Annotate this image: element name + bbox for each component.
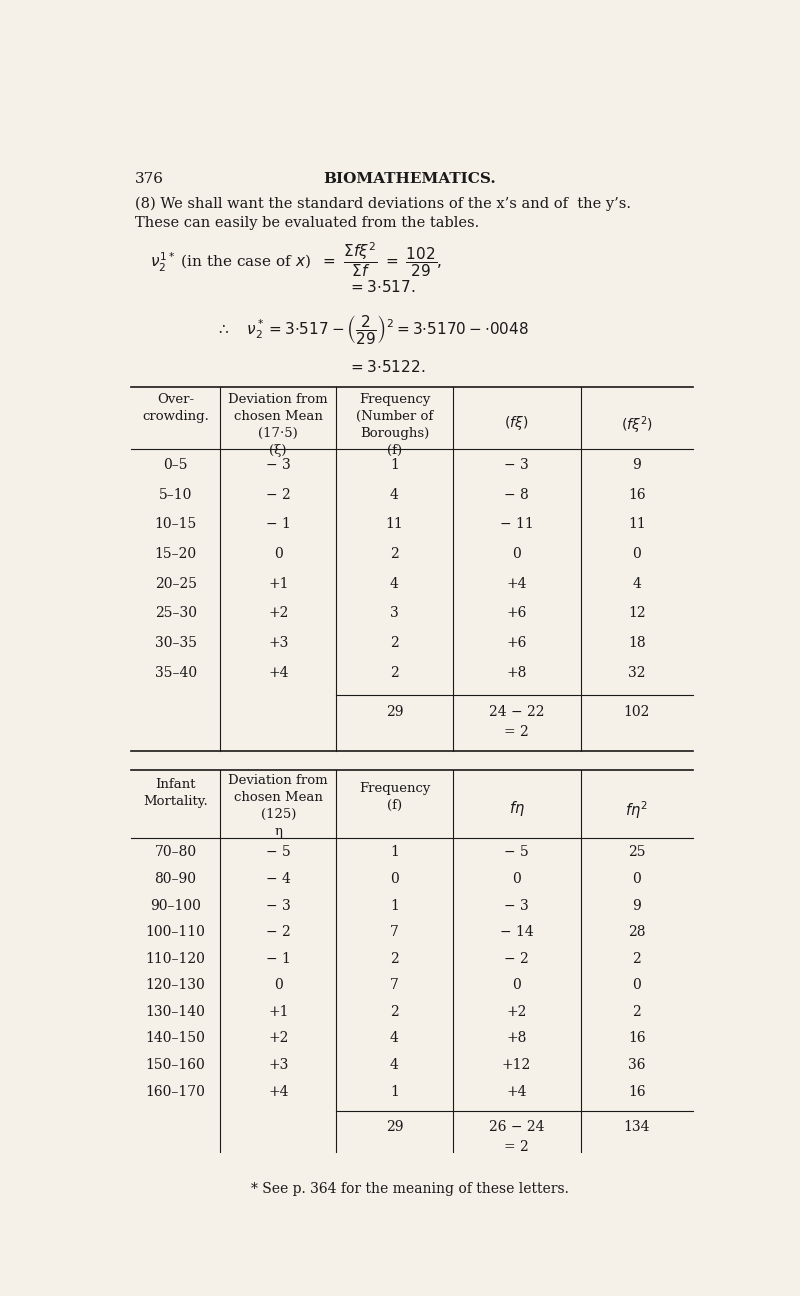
Text: 25–30: 25–30: [154, 607, 197, 621]
Text: 130–140: 130–140: [146, 1004, 206, 1019]
Text: 0: 0: [632, 978, 641, 993]
Text: +8: +8: [506, 666, 526, 679]
Text: Over-
crowding.: Over- crowding.: [142, 394, 209, 424]
Text: 2: 2: [632, 951, 641, 966]
Text: 80–90: 80–90: [154, 872, 197, 886]
Text: 29: 29: [386, 705, 403, 718]
Text: 32: 32: [628, 666, 646, 679]
Text: − 3: − 3: [266, 898, 290, 912]
Text: 9: 9: [632, 898, 641, 912]
Text: 102: 102: [623, 705, 650, 718]
Text: 1: 1: [390, 457, 399, 472]
Text: 20–25: 20–25: [154, 577, 197, 591]
Text: 24 − 22: 24 − 22: [489, 705, 544, 718]
Text: 7: 7: [390, 925, 399, 940]
Text: 0: 0: [632, 872, 641, 886]
Text: +2: +2: [506, 1004, 526, 1019]
Text: $= 3{\cdot}5122.$: $= 3{\cdot}5122.$: [348, 359, 426, 375]
Text: 11: 11: [628, 517, 646, 531]
Text: 26 − 24: 26 − 24: [489, 1120, 544, 1134]
Text: 15–20: 15–20: [154, 547, 197, 561]
Text: +8: +8: [506, 1032, 526, 1046]
Text: 25: 25: [628, 845, 646, 859]
Text: $(f\xi^2)$: $(f\xi^2)$: [621, 415, 653, 435]
Text: +1: +1: [268, 1004, 289, 1019]
Text: 2: 2: [390, 666, 399, 679]
Text: +1: +1: [268, 577, 289, 591]
Text: 36: 36: [628, 1058, 646, 1072]
Text: − 2: − 2: [266, 925, 290, 940]
Text: BIOMATHEMATICS.: BIOMATHEMATICS.: [324, 171, 496, 185]
Text: $f\eta$: $f\eta$: [509, 800, 525, 818]
Text: − 3: − 3: [266, 457, 290, 472]
Text: 0: 0: [274, 547, 282, 561]
Text: $(f\xi)$: $(f\xi)$: [505, 415, 529, 433]
Text: − 5: − 5: [266, 845, 290, 859]
Text: +4: +4: [268, 1085, 289, 1099]
Text: 376: 376: [135, 171, 164, 185]
Text: 30–35: 30–35: [154, 636, 197, 651]
Text: 0: 0: [512, 978, 521, 993]
Text: +4: +4: [268, 666, 289, 679]
Text: +3: +3: [268, 636, 289, 651]
Text: 29: 29: [386, 1120, 403, 1134]
Text: 18: 18: [628, 636, 646, 651]
Text: − 2: − 2: [266, 487, 290, 502]
Text: 2: 2: [390, 547, 399, 561]
Text: = 2: = 2: [504, 1140, 529, 1155]
Text: 2: 2: [390, 636, 399, 651]
Text: 160–170: 160–170: [146, 1085, 206, 1099]
Text: $\nu_2^{1*}$ (in the case of $x$)  $=\ \dfrac{\Sigma f\xi^2}{\Sigma f}\ =\ \dfra: $\nu_2^{1*}$ (in the case of $x$) $=\ \d…: [150, 241, 442, 280]
Text: 1: 1: [390, 1085, 399, 1099]
Text: = 2: = 2: [504, 724, 529, 739]
Text: − 1: − 1: [266, 517, 290, 531]
Text: 9: 9: [632, 457, 641, 472]
Text: − 14: − 14: [500, 925, 534, 940]
Text: − 4: − 4: [266, 872, 290, 886]
Text: 0–5: 0–5: [163, 457, 188, 472]
Text: 2: 2: [632, 1004, 641, 1019]
Text: +4: +4: [506, 1085, 527, 1099]
Text: 110–120: 110–120: [146, 951, 206, 966]
Text: $f\eta^2$: $f\eta^2$: [626, 800, 648, 820]
Text: 4: 4: [390, 577, 399, 591]
Text: 140–150: 140–150: [146, 1032, 206, 1046]
Text: 10–15: 10–15: [154, 517, 197, 531]
Text: 1: 1: [390, 845, 399, 859]
Text: Deviation from
chosen Mean
(125)
η: Deviation from chosen Mean (125) η: [229, 774, 328, 837]
Text: 0: 0: [390, 872, 399, 886]
Text: − 2: − 2: [504, 951, 529, 966]
Text: +2: +2: [268, 607, 289, 621]
Text: 4: 4: [632, 577, 641, 591]
Text: 150–160: 150–160: [146, 1058, 206, 1072]
Text: − 11: − 11: [500, 517, 534, 531]
Text: − 3: − 3: [504, 457, 529, 472]
Text: Frequency
(f): Frequency (f): [359, 781, 430, 811]
Text: 100–110: 100–110: [146, 925, 206, 940]
Text: 35–40: 35–40: [154, 666, 197, 679]
Text: Infant
Mortality.: Infant Mortality.: [143, 778, 208, 807]
Text: +12: +12: [502, 1058, 531, 1072]
Text: 0: 0: [274, 978, 282, 993]
Text: $\therefore \quad \nu_2^* = 3{\cdot}517 - \left(\dfrac{2}{29}\right)^2 = 3{\cdot: $\therefore \quad \nu_2^* = 3{\cdot}517 …: [216, 312, 529, 346]
Text: 16: 16: [628, 1032, 646, 1046]
Text: * See p. 364 for the meaning of these letters.: * See p. 364 for the meaning of these le…: [251, 1182, 569, 1196]
Text: Deviation from
chosen Mean
(17·5)
(ξ): Deviation from chosen Mean (17·5) (ξ): [229, 394, 328, 457]
Text: 70–80: 70–80: [154, 845, 197, 859]
Text: 0: 0: [512, 547, 521, 561]
Text: 0: 0: [632, 547, 641, 561]
Text: +6: +6: [506, 607, 526, 621]
Text: 3: 3: [390, 607, 399, 621]
Text: These can easily be evaluated from the tables.: These can easily be evaluated from the t…: [135, 215, 479, 229]
Text: − 8: − 8: [504, 487, 529, 502]
Text: 120–130: 120–130: [146, 978, 206, 993]
Text: 7: 7: [390, 978, 399, 993]
Text: 1: 1: [390, 898, 399, 912]
Text: 134: 134: [623, 1120, 650, 1134]
Text: 4: 4: [390, 1058, 399, 1072]
Text: 4: 4: [390, 487, 399, 502]
Text: 2: 2: [390, 951, 399, 966]
Text: 0: 0: [512, 872, 521, 886]
Text: 11: 11: [386, 517, 403, 531]
Text: 5–10: 5–10: [159, 487, 192, 502]
